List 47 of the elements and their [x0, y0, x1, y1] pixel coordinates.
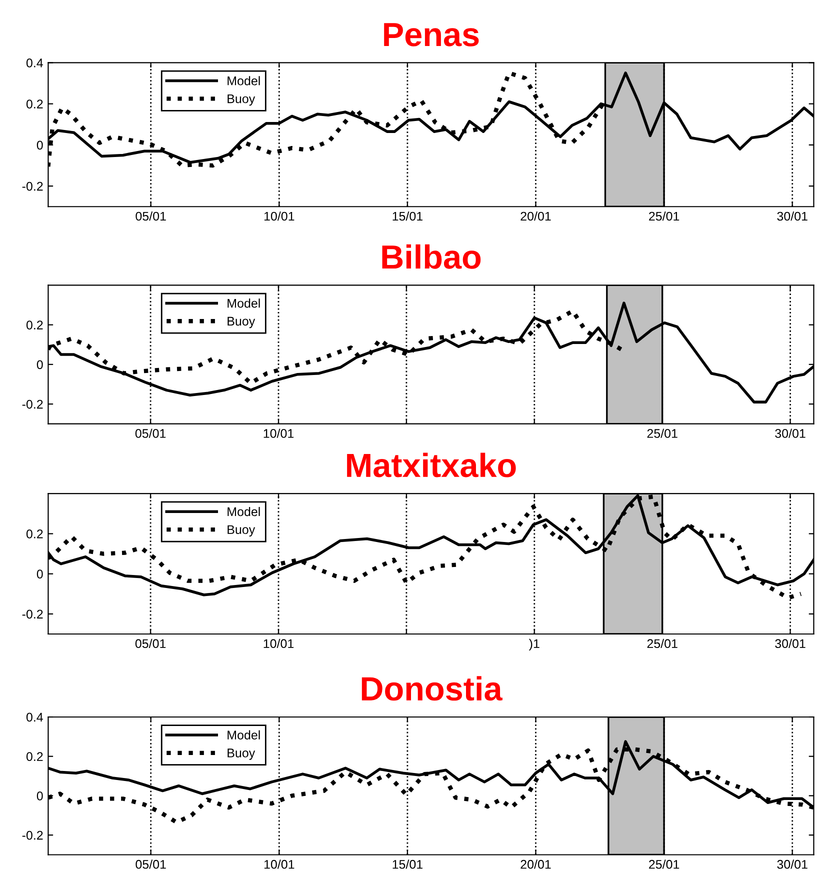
x-tick-label: 20/01: [520, 860, 551, 869]
x-tick-label: 05/01: [136, 211, 166, 221]
y-tick-label: -0.2: [22, 610, 43, 619]
y-tick-label: 0.4: [26, 712, 43, 722]
legend-label: Model: [228, 730, 260, 740]
x-tick-label: 15/01: [392, 211, 422, 221]
legend-label: Buoy: [228, 525, 256, 537]
x-tick-label: 05/01: [136, 860, 166, 869]
legend-label: Buoy: [228, 316, 256, 328]
chart-title: Bilbao: [382, 244, 481, 269]
x-tick-label: 30/01: [777, 860, 808, 869]
legend-label: Model: [228, 298, 260, 308]
y-tick-label: -0.2: [22, 400, 43, 409]
chart-title: Matxitxako: [347, 452, 516, 478]
x-tick-label: 10/01: [264, 638, 294, 648]
x-tick-label: 20/01: [520, 211, 551, 221]
legend-label: Buoy: [228, 748, 256, 760]
chart-title: Donostia: [362, 676, 502, 701]
x-tick-label: 30/01: [775, 428, 806, 438]
y-tick-label: -0.2: [22, 830, 43, 840]
y-tick-label: 0: [36, 792, 43, 800]
chart-title: Penas: [384, 23, 479, 46]
y-tick-label: 0: [36, 570, 43, 578]
x-tick-label: 30/01: [777, 211, 808, 221]
x-tick-label: )1: [528, 638, 540, 650]
x-tick-label: 25/01: [647, 428, 678, 438]
legend-label: Model: [228, 76, 260, 86]
y-tick-label: 0.2: [26, 100, 43, 108]
y-tick-label: 0: [36, 140, 43, 150]
legend-label: Model: [228, 506, 260, 516]
y-tick-label: 0.2: [26, 530, 43, 538]
y-tick-label: 0.4: [26, 58, 43, 68]
x-tick-label: 10/01: [264, 428, 294, 438]
x-tick-label: 05/01: [135, 428, 166, 438]
x-tick-label: 10/01: [264, 860, 294, 869]
y-tick-label: -0.2: [22, 182, 43, 191]
x-tick-label: 25/01: [649, 860, 680, 869]
y-tick-label: 0.2: [26, 320, 43, 330]
x-tick-label: 25/01: [649, 211, 680, 221]
y-tick-label: 0.2: [26, 752, 43, 762]
x-tick-label: 15/01: [392, 860, 422, 869]
x-tick-label: 30/01: [775, 638, 806, 648]
legend-label: Buoy: [228, 94, 256, 106]
x-tick-label: 10/01: [264, 211, 294, 221]
x-tick-label: 25/01: [647, 638, 678, 648]
y-tick-label: 0: [36, 360, 43, 370]
x-tick-label: 05/01: [135, 638, 166, 648]
